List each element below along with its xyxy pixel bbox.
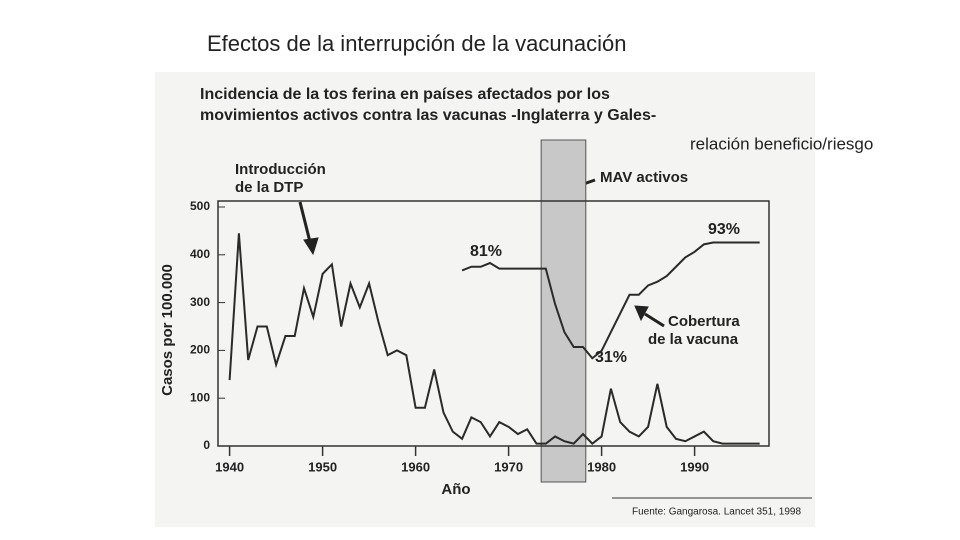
y-tick-label: 300 xyxy=(190,295,210,309)
y-tick-label: 100 xyxy=(190,390,210,404)
chart-title: movimientos activos contra las vacunas -… xyxy=(200,107,656,124)
arrow xyxy=(298,201,312,243)
y-tick-label: 0 xyxy=(203,438,210,452)
x-tick-label: 1960 xyxy=(401,459,430,474)
y-tick-label: 500 xyxy=(190,199,210,213)
x-axis-label: Año xyxy=(441,481,470,498)
side-text: relación beneficio/riesgo xyxy=(690,134,873,153)
x-tick-label: 1990 xyxy=(680,459,709,474)
y-tick-label: 200 xyxy=(190,343,210,357)
annotation: 31% xyxy=(595,349,627,366)
shaded-period xyxy=(540,139,587,483)
arrow xyxy=(644,312,665,328)
annotation: 93% xyxy=(708,221,740,238)
arrow-head xyxy=(634,305,649,322)
y-axis-label: Casos por 100.000 xyxy=(159,264,176,396)
arrow-head xyxy=(303,237,319,256)
x-tick-label: 1980 xyxy=(587,459,616,474)
annotation: 81% xyxy=(470,243,502,260)
slide-title: Efectos de la interrupción de la vacunac… xyxy=(207,31,626,56)
series-line xyxy=(228,233,760,445)
source: Fuente: Gangarosa. Lancet 351, 1998 xyxy=(632,507,801,518)
annotation: MAV activos xyxy=(600,169,688,186)
plot-frame xyxy=(217,200,770,447)
chart-title: Incidencia de la tos ferina en países af… xyxy=(200,86,610,103)
annotation: de la DTP xyxy=(235,179,303,196)
annotation: de la vacuna xyxy=(648,331,739,348)
y-tick-label: 400 xyxy=(190,247,210,261)
series-line xyxy=(461,241,760,360)
scan-background xyxy=(155,72,815,527)
x-tick-label: 1950 xyxy=(308,459,337,474)
x-tick-label: 1970 xyxy=(494,459,523,474)
x-tick-label: 1940 xyxy=(215,459,244,474)
annotation: Introducción xyxy=(235,161,326,178)
annotation: Cobertura xyxy=(668,313,740,330)
